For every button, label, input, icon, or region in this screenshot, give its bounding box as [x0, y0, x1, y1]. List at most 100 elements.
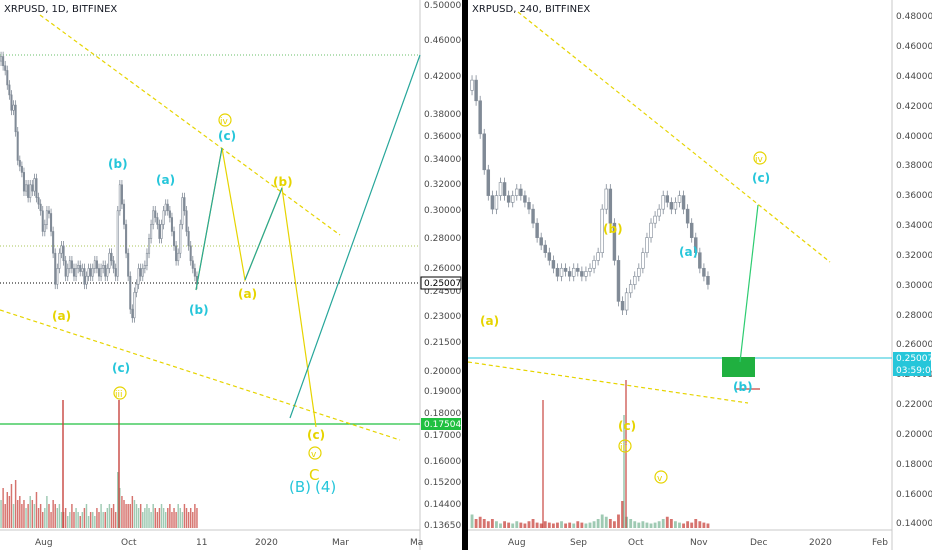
- candle-body: [6, 70, 9, 86]
- candle-body: [494, 195, 499, 210]
- volume-bar: [490, 519, 494, 528]
- candle-body: [616, 260, 621, 302]
- price-tick: 0.38000: [424, 110, 461, 120]
- trendline-lower: [0, 309, 401, 441]
- volume-bar: [41, 512, 44, 528]
- time-tick: Sep: [570, 538, 587, 548]
- circle-marker: [218, 113, 232, 127]
- volume-bar: [686, 521, 690, 528]
- volume-bar: [77, 512, 79, 528]
- volume-bar: [698, 521, 702, 528]
- candle-body: [89, 268, 92, 277]
- volume-bar: [12, 504, 15, 528]
- candle-body: [482, 133, 486, 171]
- chart-panel-240[interactable]: (a) (b) (c) iii (a) iv (c) (b) v XRPUSD,…: [468, 0, 932, 550]
- volume-bar: [69, 512, 71, 528]
- candle-body: [657, 208, 661, 217]
- volume-bar: [131, 496, 134, 528]
- price-tick: 0.24500: [424, 287, 461, 297]
- price-tick: 0.16000: [424, 457, 461, 467]
- candle-body: [645, 237, 649, 253]
- candle-body: [596, 252, 600, 261]
- volume-bar: [486, 521, 490, 528]
- candle-body: [519, 188, 523, 196]
- target-price-box: [421, 418, 461, 430]
- volume-bar: [79, 516, 81, 528]
- volume-bar: [169, 504, 171, 528]
- candle-body: [79, 265, 82, 272]
- candle-body: [125, 224, 128, 254]
- volume-bar: [48, 504, 50, 528]
- volume-bar: [150, 512, 152, 528]
- target-zone-box: [722, 357, 755, 377]
- time-tick: Mar: [332, 538, 349, 548]
- volume-bar: [96, 508, 98, 528]
- candle-body: [154, 210, 157, 218]
- candle-body: [77, 265, 80, 269]
- volume-bar: [511, 523, 515, 528]
- price-tick: 0.42000: [424, 72, 461, 82]
- volume-bar: [87, 516, 90, 528]
- candle-body: [120, 184, 123, 205]
- volume-bar: [114, 512, 117, 528]
- candle-body: [502, 182, 507, 196]
- volume-bar: [588, 522, 592, 528]
- candle-body: [677, 195, 682, 203]
- candle-body: [39, 203, 42, 212]
- volume-bar: [98, 512, 100, 528]
- volume-bar: [60, 512, 63, 528]
- time-tick: Nov: [690, 538, 708, 548]
- volume-bar: [507, 522, 511, 528]
- symbol-label: XRPUSD, 1D, BITFINEX: [4, 4, 117, 15]
- volume-bar: [568, 522, 572, 528]
- candle-body: [612, 222, 617, 261]
- volume-bar: [669, 519, 673, 528]
- wave-label: (b): [603, 222, 623, 236]
- candle-body: [523, 195, 527, 203]
- candle-body: [478, 100, 482, 135]
- wave-label: iii: [620, 443, 628, 453]
- price-tick: 0.14000: [896, 519, 932, 529]
- candle-body: [14, 104, 17, 133]
- candle-body: [584, 271, 588, 277]
- candle-body: [580, 271, 584, 277]
- volume-bar: [112, 504, 115, 528]
- candle-body: [160, 224, 163, 239]
- volume-bar: [129, 504, 131, 528]
- volume-bar: [551, 523, 555, 528]
- candle-body: [104, 265, 107, 277]
- volume-bar: [596, 519, 600, 528]
- trendline-upper: [39, 14, 341, 236]
- time-tick: Feb: [872, 538, 888, 548]
- candle-body: [531, 208, 535, 224]
- candle-body: [64, 260, 67, 277]
- price-tick: 0.32000: [896, 251, 932, 261]
- chart-240-svg[interactable]: (a) (b) (c) iii (a) iv (c) (b) v XRPUSD,…: [468, 0, 932, 550]
- candle-body: [35, 178, 38, 198]
- circle-marker: [113, 386, 127, 400]
- candle-body: [698, 252, 702, 269]
- candle-body: [135, 283, 138, 293]
- candle-body: [129, 275, 132, 310]
- candle-body: [20, 166, 23, 173]
- volume-bar: [73, 512, 75, 528]
- volume-bar: [27, 504, 29, 528]
- candle-body: [50, 213, 53, 232]
- candle-body: [164, 203, 167, 212]
- wave-label: iv: [755, 155, 764, 165]
- volume-bar: [535, 522, 539, 528]
- wave-label: (a): [238, 287, 257, 301]
- candle-body: [179, 224, 182, 254]
- volume-bar: [108, 504, 111, 528]
- volume-bar: [94, 516, 96, 528]
- panel-divider[interactable]: [462, 0, 468, 550]
- volume-bar: [4, 504, 6, 528]
- candle-body: [110, 252, 113, 262]
- volume-bar: [144, 508, 146, 528]
- chart-panel-1d[interactable]: (a) (b) (c) iii (a) (c) iv (b) (a) (b) (…: [0, 0, 462, 550]
- candle-body: [31, 184, 34, 192]
- volume-bar: [645, 522, 649, 528]
- candle-body: [527, 202, 531, 210]
- volume-bar: [6, 492, 9, 528]
- chart-1d-svg[interactable]: (a) (b) (c) iii (a) (c) iv (b) (a) (b) (…: [0, 0, 462, 550]
